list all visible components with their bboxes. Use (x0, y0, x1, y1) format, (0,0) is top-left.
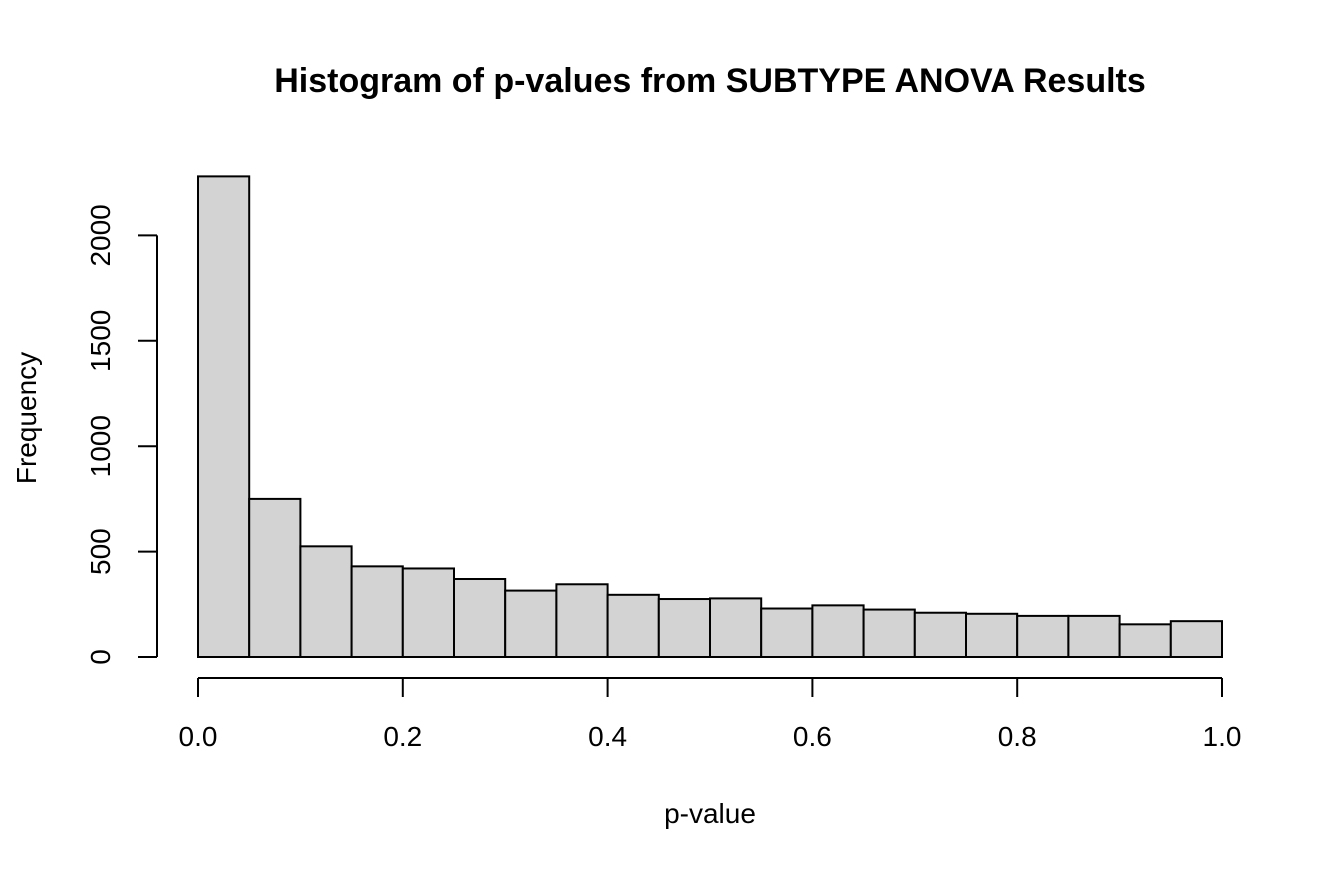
histogram-bar (504, 589, 558, 659)
x-tick-label: 0.0 (179, 721, 218, 752)
histogram-bar (657, 598, 711, 659)
histogram-bar (913, 611, 967, 658)
histogram-bar (555, 583, 609, 658)
histogram-bar (299, 545, 353, 659)
x-axis: 0.0 0.2 0.4 0.6 0.8 1.0 (179, 677, 1242, 752)
histogram-bar (811, 604, 865, 659)
histogram-bar (453, 578, 507, 659)
bars-group (197, 175, 1224, 659)
chart-title: Histogram of p-values from SUBTYPE ANOVA… (274, 62, 1146, 100)
histogram-bar (350, 565, 404, 659)
histogram-bar (606, 593, 660, 659)
y-tick-label: 2000 (85, 204, 116, 266)
x-tick-label: 0.8 (998, 721, 1037, 752)
histogram-bar (709, 597, 763, 658)
histogram-bar (197, 175, 251, 658)
x-tick-label: 0.2 (383, 721, 422, 752)
histogram-bar (1118, 623, 1172, 658)
histogram-bar (401, 567, 455, 658)
histogram-bar (965, 612, 1019, 659)
y-tick-label: 1000 (85, 415, 116, 477)
histogram-bar (760, 607, 814, 658)
x-tick-label: 0.6 (793, 721, 832, 752)
histogram-bar (1169, 620, 1224, 658)
histogram-bar (862, 608, 916, 659)
y-axis: 0 500 1000 1500 2000 (85, 204, 158, 665)
y-tick-label: 0 (85, 649, 116, 665)
y-tick-label: 1500 (85, 310, 116, 372)
x-tick-label: 0.4 (588, 721, 627, 752)
x-axis-label: p-value (664, 798, 756, 829)
histogram-bar (248, 497, 302, 658)
histogram-bar (1016, 614, 1070, 658)
y-tick-label: 500 (85, 528, 116, 575)
y-axis-label: Frequency (11, 352, 42, 484)
histogram-bar (1067, 614, 1121, 658)
x-tick-label: 1.0 (1203, 721, 1242, 752)
